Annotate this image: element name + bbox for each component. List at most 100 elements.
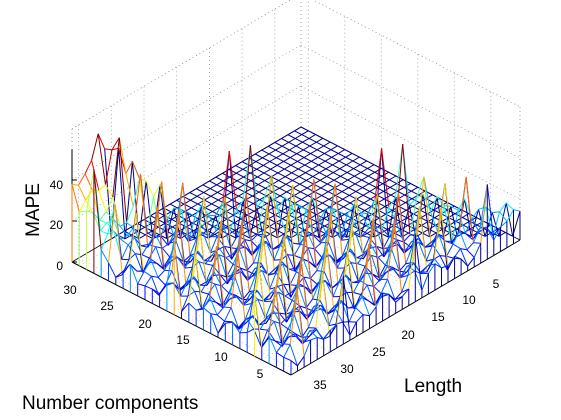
mesh-segment — [188, 251, 196, 304]
mesh-segment — [224, 245, 231, 249]
mesh-segment — [366, 284, 375, 306]
mesh-segment — [260, 328, 268, 331]
mesh-segment — [217, 323, 226, 334]
mesh-segment — [261, 335, 270, 348]
mesh-segment — [376, 246, 385, 258]
mesh-segment — [207, 283, 216, 295]
mesh-segment — [312, 172, 320, 177]
mesh-segment — [273, 195, 281, 201]
mesh-segment — [264, 175, 273, 235]
mesh-segment — [244, 303, 252, 321]
mesh-segment — [159, 282, 168, 294]
mesh-segment — [427, 258, 435, 267]
mesh-segment — [260, 205, 268, 263]
mesh-segment — [216, 314, 225, 322]
mesh-segment — [459, 248, 469, 267]
mesh-segment — [198, 261, 207, 282]
mesh-segment — [328, 242, 337, 262]
mesh-segment — [243, 221, 252, 242]
mesh-segment — [325, 164, 333, 170]
mesh-segment — [427, 263, 436, 274]
mesh-segment — [327, 183, 335, 189]
mesh-segment — [356, 194, 364, 200]
mesh-segment — [369, 306, 377, 317]
mesh-segment — [342, 194, 350, 200]
mesh-segment — [321, 195, 330, 200]
mesh-segment — [149, 261, 157, 264]
grid-line — [300, 44, 521, 159]
mesh-segment — [291, 172, 300, 178]
mesh-segment — [351, 152, 360, 158]
mesh-segment — [368, 244, 377, 307]
mesh-segment — [352, 279, 361, 284]
mesh-segment — [118, 137, 128, 223]
mesh-segment — [408, 197, 417, 206]
x-tick-30: 30 — [340, 362, 354, 376]
mesh-segment — [473, 243, 482, 258]
mesh-segment — [407, 262, 415, 267]
mesh-segment — [209, 297, 218, 316]
mesh-segment — [260, 329, 269, 347]
mesh-segment — [312, 234, 321, 243]
mesh-segment — [403, 234, 411, 243]
mesh-segment — [151, 275, 159, 278]
mesh-segment — [292, 184, 301, 245]
mesh-segment — [411, 186, 419, 192]
mesh-segment — [185, 267, 193, 285]
mesh-segment — [292, 187, 301, 193]
mesh-segment — [441, 217, 449, 222]
mesh-segment — [320, 229, 329, 244]
mesh-segment — [284, 164, 292, 170]
mesh-segment — [256, 164, 264, 170]
mesh-segment — [263, 298, 271, 301]
mesh-segment — [283, 160, 292, 166]
mesh-segment — [275, 149, 284, 155]
mesh-segment — [236, 172, 244, 178]
mesh-segment — [274, 141, 283, 147]
mesh-segment — [333, 175, 341, 181]
mesh-segment — [367, 164, 375, 169]
mesh-segment — [209, 236, 218, 253]
mesh-segment — [169, 199, 177, 205]
mesh-segment — [127, 227, 135, 236]
mesh-segment — [362, 237, 370, 254]
mesh-segment — [425, 198, 434, 203]
mesh-segment — [166, 242, 175, 284]
mesh-segment — [225, 321, 233, 324]
mesh-segment — [355, 191, 364, 196]
mesh-segment — [281, 134, 289, 140]
mesh-segment — [205, 263, 213, 266]
mesh-segment — [352, 156, 360, 162]
mesh-segment — [421, 273, 429, 291]
mesh-segment — [234, 220, 243, 279]
mesh-segment — [202, 232, 211, 253]
mesh-segment — [289, 149, 297, 155]
mesh-segment — [328, 308, 336, 326]
mesh-segment — [143, 271, 152, 277]
mesh-segment — [369, 245, 377, 249]
mesh-segment — [359, 160, 367, 166]
mesh-segment — [181, 302, 190, 312]
mesh-segment — [302, 258, 311, 279]
mesh-segment — [236, 200, 244, 210]
mesh-segment — [305, 298, 314, 309]
mesh-segment — [310, 153, 319, 158]
mesh-segment — [306, 179, 315, 232]
mesh-segment — [189, 237, 197, 242]
mesh-segment — [326, 243, 335, 311]
mesh-segment — [222, 150, 230, 203]
mesh-segment — [429, 232, 437, 238]
mesh-segment — [362, 187, 370, 192]
mesh-segment — [324, 149, 332, 154]
mesh-segment — [345, 156, 354, 162]
mesh-segment — [248, 274, 256, 280]
mesh-segment — [338, 156, 346, 162]
mesh-segment — [306, 176, 314, 181]
mesh-segment — [367, 171, 376, 177]
mesh-segment — [306, 187, 315, 193]
mesh-segment — [254, 149, 262, 155]
mesh-segment — [341, 183, 349, 189]
mesh-segment — [316, 141, 324, 147]
mesh-segment — [272, 260, 281, 311]
mesh-segment — [170, 211, 179, 216]
